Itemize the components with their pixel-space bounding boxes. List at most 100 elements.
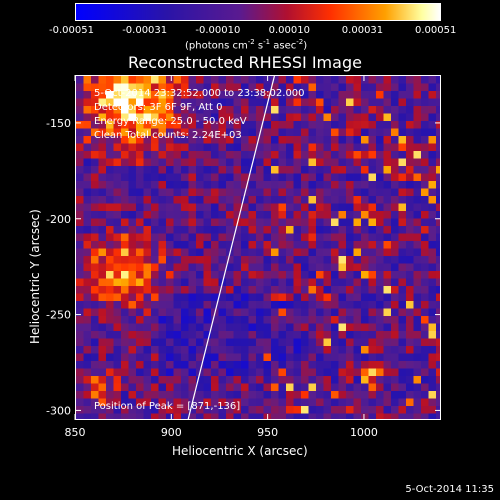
heatmap-cell	[136, 391, 144, 399]
heatmap-cell	[278, 316, 287, 324]
heatmap-cell	[428, 353, 437, 362]
heatmap-cell	[196, 166, 204, 174]
heatmap-cell	[203, 226, 212, 234]
heatmap-cell	[383, 211, 392, 219]
heatmap-cell	[308, 151, 317, 159]
heatmap-cell	[136, 91, 144, 99]
heatmap-cell	[113, 158, 122, 167]
heatmap-cell	[301, 256, 309, 264]
heatmap-cell	[76, 338, 84, 347]
heatmap-cell	[323, 233, 332, 242]
heatmap-cell	[241, 323, 249, 332]
heatmap-cell	[113, 293, 122, 302]
heatmap-cell	[203, 398, 212, 407]
heatmap-cell	[398, 391, 407, 399]
heatmap-cell	[113, 91, 122, 99]
heatmap-cell	[346, 173, 354, 182]
heatmap-cell	[346, 368, 354, 377]
heatmap-cell	[226, 83, 234, 92]
heatmap-cell	[203, 83, 212, 92]
heatmap-cell	[188, 256, 197, 264]
heatmap-cell	[76, 98, 84, 107]
heatmap-cell	[308, 346, 317, 354]
heatmap-cell	[181, 226, 189, 234]
heatmap-cell	[151, 218, 159, 227]
heatmap-cell	[128, 98, 137, 107]
heatmap-cell	[166, 121, 174, 129]
heatmap-cell	[196, 106, 204, 114]
heatmap-cell	[121, 331, 129, 339]
heatmap-cell	[106, 271, 114, 279]
heatmap-cell	[278, 346, 287, 354]
heatmap-cell	[278, 143, 287, 152]
heatmap-cell	[181, 98, 189, 107]
heatmap-cell	[308, 256, 317, 264]
heatmap-cell	[263, 256, 272, 264]
heatmap-cell	[91, 316, 99, 324]
heatmap-cell	[76, 383, 84, 392]
heatmap-cell	[98, 316, 107, 324]
heatmap-cell	[353, 398, 362, 407]
heatmap-cell	[113, 143, 122, 152]
heatmap-cell	[158, 338, 167, 347]
heatmap-cell	[271, 91, 279, 99]
heatmap-cell	[346, 248, 354, 257]
heatmap-cell	[316, 143, 324, 152]
heatmap-cell	[271, 241, 279, 249]
heatmap-cell	[398, 353, 407, 362]
heatmap-cell	[406, 196, 414, 204]
heatmap-cell	[218, 391, 227, 399]
heatmap-cell	[293, 211, 302, 219]
heatmap-cell	[91, 91, 99, 99]
heatmap-cell	[128, 211, 137, 219]
heatmap-cell	[166, 263, 174, 272]
heatmap-cell	[113, 263, 122, 272]
heatmap-cell	[248, 398, 257, 407]
heatmap-cell	[211, 121, 219, 129]
heatmap-cell	[346, 181, 354, 189]
heatmap-cell	[278, 83, 287, 92]
heatmap-cell	[76, 376, 84, 384]
heatmap-cell	[76, 211, 84, 219]
heatmap-cell	[241, 98, 249, 107]
heatmap-cell	[158, 413, 167, 419]
heatmap-cell	[158, 383, 167, 392]
heatmap-cell	[308, 383, 317, 392]
heatmap-cell	[106, 346, 114, 354]
heatmap-cell	[106, 301, 114, 309]
heatmap-cell	[241, 113, 249, 122]
heatmap-cell	[331, 413, 339, 419]
heatmap-cell	[376, 368, 384, 377]
heatmap-cell	[203, 248, 212, 257]
heatmap-cell	[98, 121, 107, 129]
heatmap-cell	[113, 308, 122, 317]
heatmap-cell	[278, 398, 287, 407]
heatmap-cell	[323, 286, 332, 294]
heatmap-cell	[83, 233, 92, 242]
heatmap-cell	[226, 286, 234, 294]
heatmap-cell	[301, 113, 309, 122]
x-tick-label: 900	[161, 426, 182, 439]
heatmap-cell	[331, 181, 339, 189]
heatmap-cell	[398, 166, 407, 174]
heatmap-cell	[413, 98, 422, 107]
heatmap-cell	[233, 376, 242, 384]
heatmap-cell	[331, 226, 339, 234]
heatmap-cell	[158, 301, 167, 309]
heatmap-cell	[181, 346, 189, 354]
heatmap-cell	[308, 203, 317, 212]
heatmap-cell	[106, 151, 114, 159]
heatmap-cell	[436, 263, 440, 272]
heatmap-cell	[301, 248, 309, 257]
heatmap-cell	[233, 248, 242, 257]
heatmap-cell	[368, 323, 377, 332]
heatmap-cell	[83, 203, 92, 212]
heatmap-cell	[353, 106, 362, 114]
heatmap-cell	[353, 256, 362, 264]
heatmap-cell	[143, 293, 152, 302]
footer-timestamp: 5-Oct-2014 11:35	[405, 484, 494, 495]
heatmap-cell	[226, 121, 234, 129]
heatmap-cell	[158, 271, 167, 279]
heatmap-cell	[98, 361, 107, 369]
heatmap-cell	[211, 323, 219, 332]
